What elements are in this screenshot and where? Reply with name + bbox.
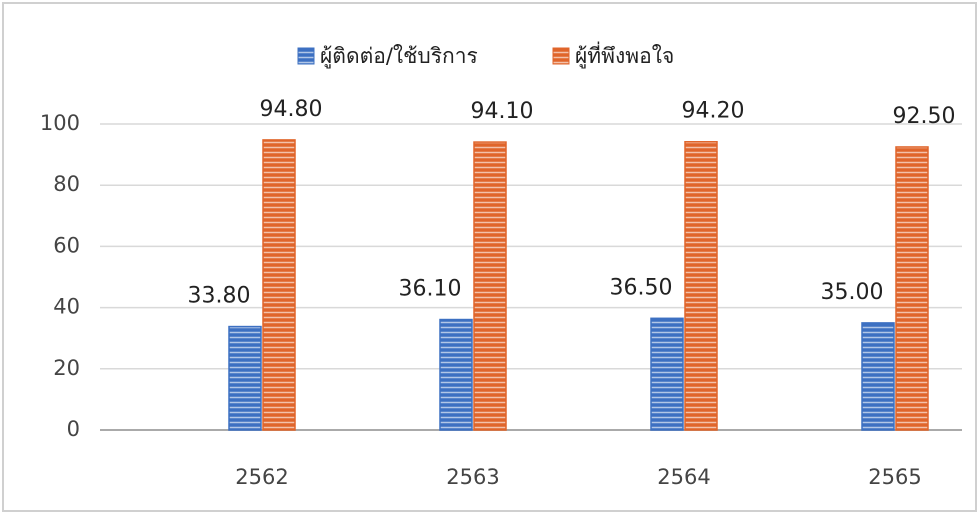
data-label: 36.50 xyxy=(610,275,673,300)
y-tick-label: 60 xyxy=(53,233,80,257)
bar xyxy=(439,318,473,431)
data-label: 33.80 xyxy=(188,284,251,309)
bar xyxy=(861,322,895,431)
legend-swatch xyxy=(297,47,315,65)
legend-swatch xyxy=(552,47,570,65)
data-label: 94.10 xyxy=(471,99,534,124)
data-label: 36.10 xyxy=(399,277,462,302)
y-tick-label: 20 xyxy=(53,356,80,380)
bar xyxy=(473,141,507,431)
legend-label: ผู้ติดต่อ/ใช้บริการ xyxy=(320,44,478,69)
y-tick-label: 0 xyxy=(67,417,80,441)
y-tick-label: 40 xyxy=(53,295,80,319)
legend-label: ผู้ที่พึงพอใจ xyxy=(575,41,674,69)
bar xyxy=(895,146,929,431)
y-tick-label: 100 xyxy=(40,111,80,135)
bar xyxy=(228,325,262,431)
data-label: 94.80 xyxy=(260,97,323,122)
data-label: 35.00 xyxy=(821,280,884,305)
x-tick-label: 2564 xyxy=(657,465,710,489)
data-label: 94.20 xyxy=(682,99,745,124)
bar xyxy=(650,317,684,431)
x-tick-label: 2563 xyxy=(446,465,499,489)
y-tick-label: 80 xyxy=(53,172,80,196)
bar xyxy=(262,139,296,431)
x-tick-label: 2562 xyxy=(235,465,288,489)
data-label: 92.50 xyxy=(893,104,956,129)
x-tick-label: 2565 xyxy=(868,465,921,489)
bar xyxy=(684,140,718,431)
